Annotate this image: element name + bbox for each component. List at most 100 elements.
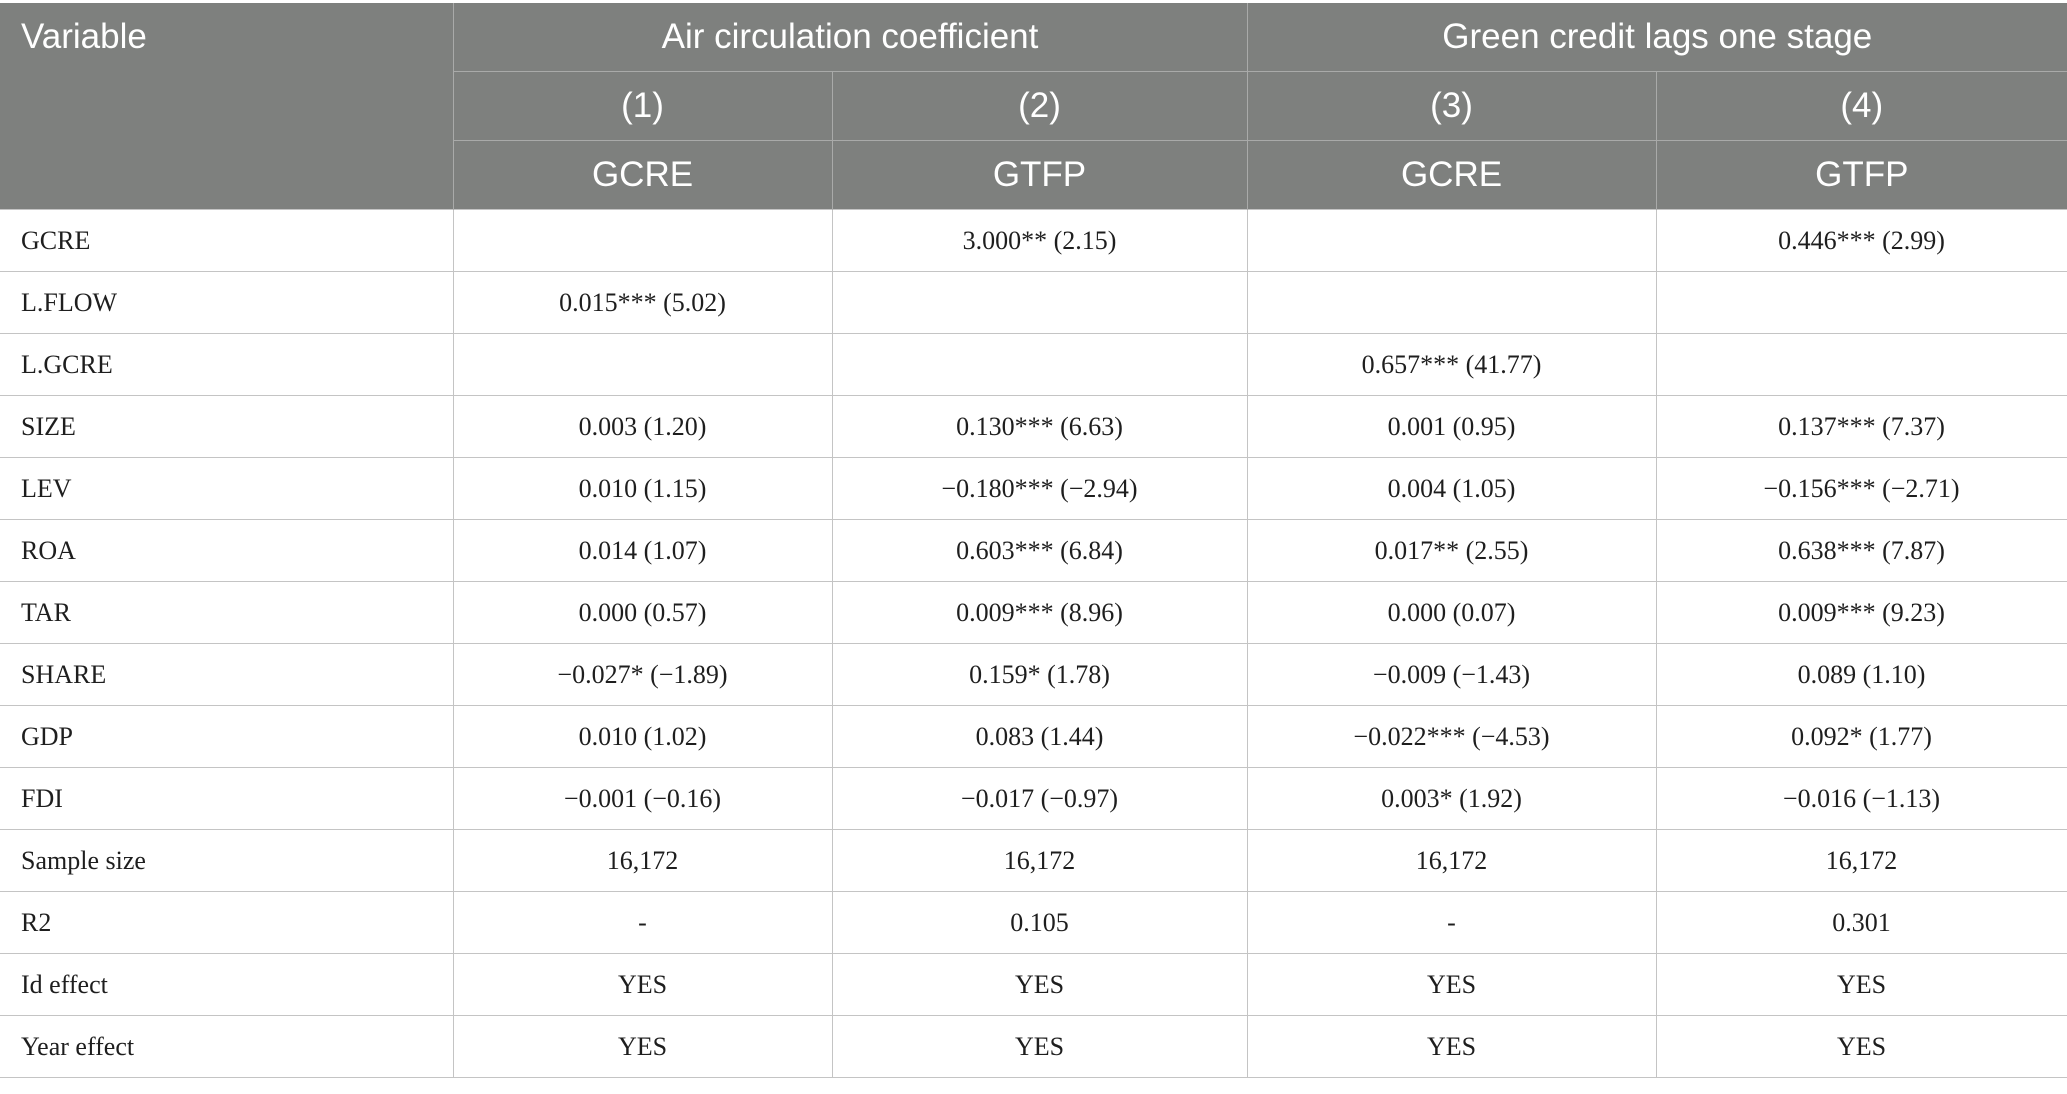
table-cell: −0.027* (−1.89)	[452, 643, 833, 706]
row-variable-label: R2	[0, 891, 454, 954]
regression-results-table: Variable Air circulation coefficient Gre…	[0, 3, 2067, 1078]
table-row: GCRE 3.000** (2.15) 0.446*** (2.99)	[0, 209, 2067, 272]
row-variable-label: GCRE	[0, 209, 454, 272]
table-cell: 0.000 (0.07)	[1246, 581, 1657, 644]
table-cell: 0.603*** (6.84)	[831, 519, 1248, 582]
table-cell	[1246, 209, 1657, 272]
table-cell: −0.017 (−0.97)	[831, 767, 1248, 830]
header-model-number: (3)	[1246, 71, 1656, 141]
header-dependent-var: GCRE	[1246, 140, 1656, 210]
table-cell: 0.089 (1.10)	[1655, 643, 2067, 706]
table-cell	[1655, 333, 2067, 396]
table-row: TAR 0.000 (0.57) 0.009*** (8.96) 0.000 (0.0…	[0, 581, 2067, 644]
row-variable-label: Year effect	[0, 1015, 454, 1078]
header-model-number: (2)	[831, 71, 1247, 141]
table-cell: 0.159* (1.78)	[831, 643, 1248, 706]
header-model-number: (4)	[1655, 71, 2067, 141]
table-cell: YES	[831, 1015, 1248, 1078]
table-cell: 0.009*** (9.23)	[1655, 581, 2067, 644]
table-row: FDI −0.001 (−0.16) −0.017 (−0.97) 0.003* (1…	[0, 767, 2067, 830]
header-variable: Variable	[0, 3, 454, 210]
table-row: ROA 0.014 (1.07) 0.603*** (6.84) 0.017** (2…	[0, 519, 2067, 582]
table-cell: 0.003 (1.20)	[452, 395, 833, 458]
table-cell: 0.010 (1.02)	[452, 705, 833, 768]
table-cell	[831, 333, 1248, 396]
table-body: GCRE 3.000** (2.15) 0.446*** (2.99) L.FLOW 0…	[0, 209, 2067, 1078]
table-cell: YES	[1655, 1015, 2067, 1078]
table-cell: 0.657*** (41.77)	[1246, 333, 1657, 396]
row-variable-label: Id effect	[0, 953, 454, 1016]
table-cell: 16,172	[831, 829, 1248, 892]
header-dependent-var: GCRE	[452, 140, 832, 210]
table-cell	[452, 333, 833, 396]
table-header: Variable Air circulation coefficient Gre…	[0, 3, 2067, 210]
table-row: L.GCRE 0.657*** (41.77)	[0, 333, 2067, 396]
table-cell: 0.014 (1.07)	[452, 519, 833, 582]
row-variable-label: LEV	[0, 457, 454, 520]
table-cell: −0.001 (−0.16)	[452, 767, 833, 830]
table-cell: −0.022*** (−4.53)	[1246, 705, 1657, 768]
header-group-air-circulation: Air circulation coefficient	[452, 3, 1247, 72]
table-cell	[1246, 271, 1657, 334]
table-cell: 0.301	[1655, 891, 2067, 954]
regression-table-container: Variable Air circulation coefficient Gre…	[0, 3, 2067, 1078]
table-cell: 0.010 (1.15)	[452, 457, 833, 520]
table-cell: YES	[452, 1015, 833, 1078]
table-cell: 0.638*** (7.87)	[1655, 519, 2067, 582]
table-cell: 16,172	[1246, 829, 1657, 892]
table-cell: -	[1246, 891, 1657, 954]
table-cell: 3.000** (2.15)	[831, 209, 1248, 272]
table-cell: 0.137*** (7.37)	[1655, 395, 2067, 458]
row-variable-label: FDI	[0, 767, 454, 830]
table-cell: 0.092* (1.77)	[1655, 705, 2067, 768]
header-dependent-var: GTFP	[831, 140, 1247, 210]
table-row: R2-0.105-0.301	[0, 891, 2067, 954]
table-cell: 0.009*** (8.96)	[831, 581, 1248, 644]
table-cell: 0.004 (1.05)	[1246, 457, 1657, 520]
header-row-dependent-vars: GCRE GTFP GCRE GTFP	[0, 140, 2067, 210]
table-cell: −0.180*** (−2.94)	[831, 457, 1248, 520]
table-cell: 0.105	[831, 891, 1248, 954]
row-variable-label: GDP	[0, 705, 454, 768]
table-cell: YES	[1246, 953, 1657, 1016]
table-cell	[831, 271, 1248, 334]
table-cell: 0.130*** (6.63)	[831, 395, 1248, 458]
header-dependent-var: GTFP	[1655, 140, 2067, 210]
table-row: L.FLOW 0.015*** (5.02)	[0, 271, 2067, 334]
table-cell: 16,172	[452, 829, 833, 892]
table-cell: YES	[831, 953, 1248, 1016]
table-cell: 0.083 (1.44)	[831, 705, 1248, 768]
table-cell: -	[452, 891, 833, 954]
table-row: Sample size 16,172 16,172 16,172 16,172	[0, 829, 2067, 892]
table-cell: 0.001 (0.95)	[1246, 395, 1657, 458]
table-cell: 0.000 (0.57)	[452, 581, 833, 644]
table-cell: 0.446*** (2.99)	[1655, 209, 2067, 272]
header-group-green-credit-lag: Green credit lags one stage	[1246, 3, 2067, 72]
table-cell: −0.156*** (−2.71)	[1655, 457, 2067, 520]
table-row: Year effect YES YES YES YES	[0, 1015, 2067, 1078]
table-cell: YES	[1655, 953, 2067, 1016]
row-variable-label: ROA	[0, 519, 454, 582]
row-variable-label: L.FLOW	[0, 271, 454, 334]
table-row: GDP 0.010 (1.02) 0.083 (1.44) −0.022*** (−4…	[0, 705, 2067, 768]
row-variable-label: Sample size	[0, 829, 454, 892]
table-cell: 0.017** (2.55)	[1246, 519, 1657, 582]
table-row: SHARE −0.027* (−1.89) 0.159* (1.78) −0.009 …	[0, 643, 2067, 706]
table-row: Id effect YES YES YES YES	[0, 953, 2067, 1016]
row-variable-label: L.GCRE	[0, 333, 454, 396]
row-variable-label: SHARE	[0, 643, 454, 706]
table-cell: 0.015*** (5.02)	[452, 271, 833, 334]
row-variable-label: TAR	[0, 581, 454, 644]
table-cell	[452, 209, 833, 272]
table-cell: 0.003* (1.92)	[1246, 767, 1657, 830]
header-model-number: (1)	[452, 71, 832, 141]
table-cell: −0.009 (−1.43)	[1246, 643, 1657, 706]
table-cell: YES	[452, 953, 833, 1016]
table-cell	[1655, 271, 2067, 334]
table-cell: YES	[1246, 1015, 1657, 1078]
table-row: LEV 0.010 (1.15) −0.180*** (−2.94) 0.004 (1…	[0, 457, 2067, 520]
header-row-groups: Variable Air circulation coefficient Gre…	[0, 3, 2067, 210]
table-cell: −0.016 (−1.13)	[1655, 767, 2067, 830]
table-row: SIZE 0.003 (1.20) 0.130*** (6.63) 0.001 (0.…	[0, 395, 2067, 458]
row-variable-label: SIZE	[0, 395, 454, 458]
